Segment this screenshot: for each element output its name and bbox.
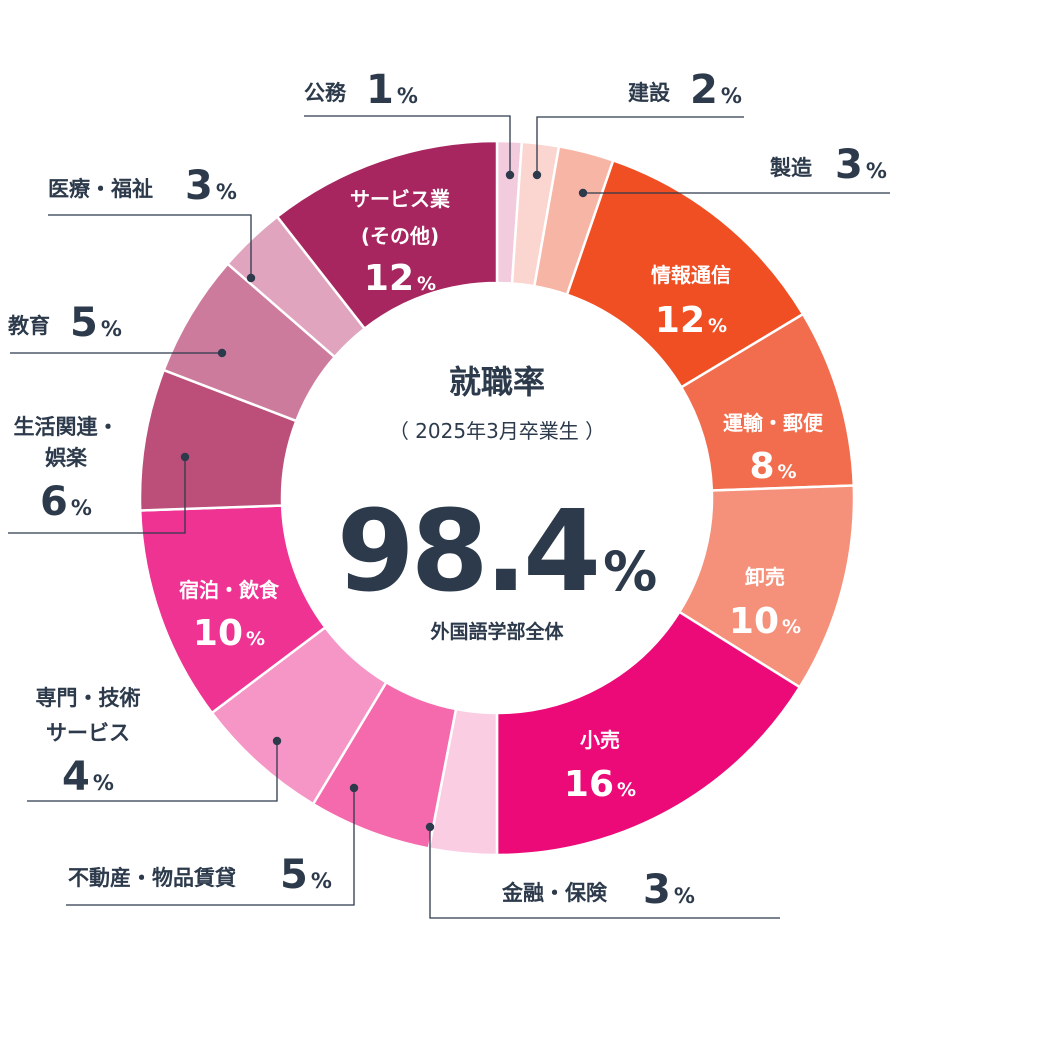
slice-8-label: 不動産・物品賃貸 (68, 866, 236, 890)
slice-12-leader-dot (217, 348, 227, 358)
slice-7-value-number: 3 (643, 867, 671, 913)
slice-9-value-number: 4 (62, 754, 90, 800)
slice-13-value: 3% (185, 163, 237, 209)
slice-0-leader-dot (505, 170, 515, 180)
slice-3-value: 12% (655, 300, 727, 341)
slice-11-value: 6% (40, 479, 92, 525)
slice-8-value: 5% (280, 852, 332, 898)
slice-13-value-unit: % (216, 180, 237, 204)
slice-1-leader-dot (532, 170, 542, 180)
slice-7-value: 3% (643, 867, 695, 913)
slice-2-leader-dot (578, 188, 588, 198)
center-block: 就職率 （ 2025年3月卒業生 ） 98.4% 外国語学部全体 (337, 363, 657, 643)
slice-10-value-number: 10 (193, 613, 243, 654)
slice-4-value-number: 8 (749, 446, 774, 487)
slice-9-leader-line (27, 741, 278, 802)
slice-11-leader-dot (180, 452, 190, 462)
total-rate-unit: % (603, 540, 657, 603)
slice-6-value-unit: % (617, 779, 636, 801)
slice-7-label: 金融・保険 (501, 881, 608, 905)
total-rate-value: 98.4 (337, 487, 597, 617)
slice-5-value-number: 10 (729, 601, 779, 642)
slice-8-leader-dot (349, 783, 359, 793)
slice-13-leader-line (48, 214, 252, 278)
slice-12-value-unit: % (101, 317, 122, 341)
slice-3-value-number: 12 (655, 300, 705, 341)
slice-9-value-unit: % (93, 771, 114, 795)
slice-2-value-number: 3 (835, 142, 863, 188)
slice-1-value-unit: % (721, 84, 742, 108)
slice-3-value-unit: % (708, 315, 727, 337)
slice-0-value-unit: % (397, 84, 418, 108)
slice-11-label-line-1: 生活関連・ (14, 415, 119, 439)
slice-8-leader-line (66, 788, 355, 906)
donut-slice-14 (275, 139, 499, 331)
slice-14-label-line-1: サービス業 (350, 187, 451, 211)
slice-10-label: 宿泊・飲食 (179, 578, 280, 602)
slice-11-label-line-2: 娯楽 (45, 446, 88, 470)
slice-12-value: 5% (70, 300, 122, 346)
slice-14-label-line-2: (その他) (361, 224, 439, 248)
slice-9-value: 4% (62, 754, 114, 800)
donut-slice-6 (495, 610, 802, 857)
slice-5-value-unit: % (782, 616, 801, 638)
chart-subtitle: （ 2025年3月卒業生 ） (389, 419, 605, 443)
slice-1-leader-line (536, 116, 744, 175)
chart-title: 就職率 (449, 363, 545, 401)
slice-13-leader-dot (246, 273, 256, 283)
slice-7-leader-dot (425, 822, 435, 832)
slice-2-value-unit: % (866, 159, 887, 183)
slice-6-value: 16% (564, 764, 636, 805)
slice-2-label: 製造 (769, 156, 813, 180)
slice-6-label: 小売 (580, 728, 620, 752)
slice-10-value: 10% (193, 613, 265, 654)
total-rate: 98.4% (337, 487, 657, 617)
slice-9-label-line-1: 専門・技術 (36, 686, 141, 710)
slice-3-label: 情報通信 (651, 263, 731, 287)
slice-11-leader-line (8, 457, 186, 534)
slice-12-label: 教育 (8, 314, 50, 338)
slice-13-label: 医療・福祉 (48, 177, 153, 201)
slice-0-leader-line (304, 115, 511, 175)
slice-4-value: 8% (749, 446, 796, 487)
slice-2-value: 3% (835, 142, 887, 188)
slice-6-value-number: 16 (564, 764, 614, 805)
slice-8-value-unit: % (311, 869, 332, 893)
slice-7-leader-line (429, 827, 780, 919)
donut-slices (138, 139, 856, 857)
slice-4-label: 運輸・郵便 (723, 411, 824, 435)
slice-12-value-number: 5 (70, 300, 98, 346)
slice-9-leader-dot (272, 736, 282, 746)
slice-1-value-number: 2 (690, 67, 718, 113)
slice-11-value-number: 6 (40, 479, 68, 525)
slice-0-value-number: 1 (366, 67, 394, 113)
slice-1-label: 建設 (628, 81, 671, 105)
total-caption: 外国語学部全体 (430, 620, 564, 643)
slice-8-value-number: 5 (280, 852, 308, 898)
slice-7-value-unit: % (674, 884, 695, 908)
slice-1-value: 2% (690, 67, 742, 113)
slice-0-value: 1% (366, 67, 418, 113)
slice-5-value: 10% (729, 601, 801, 642)
slice-9-label-line-2: サービス (46, 721, 130, 745)
slice-14-value-unit: % (417, 273, 436, 295)
slice-14-value: 12% (364, 258, 436, 299)
slice-10-value-unit: % (246, 628, 265, 650)
slice-11-value-unit: % (71, 496, 92, 520)
slice-4-value-unit: % (778, 461, 797, 483)
slice-5-label: 卸売 (745, 565, 785, 589)
slice-0-label: 公務 (304, 81, 347, 105)
slice-13-value-number: 3 (185, 163, 213, 209)
slice-14-value-number: 12 (364, 258, 414, 299)
leader-lines (8, 115, 890, 919)
